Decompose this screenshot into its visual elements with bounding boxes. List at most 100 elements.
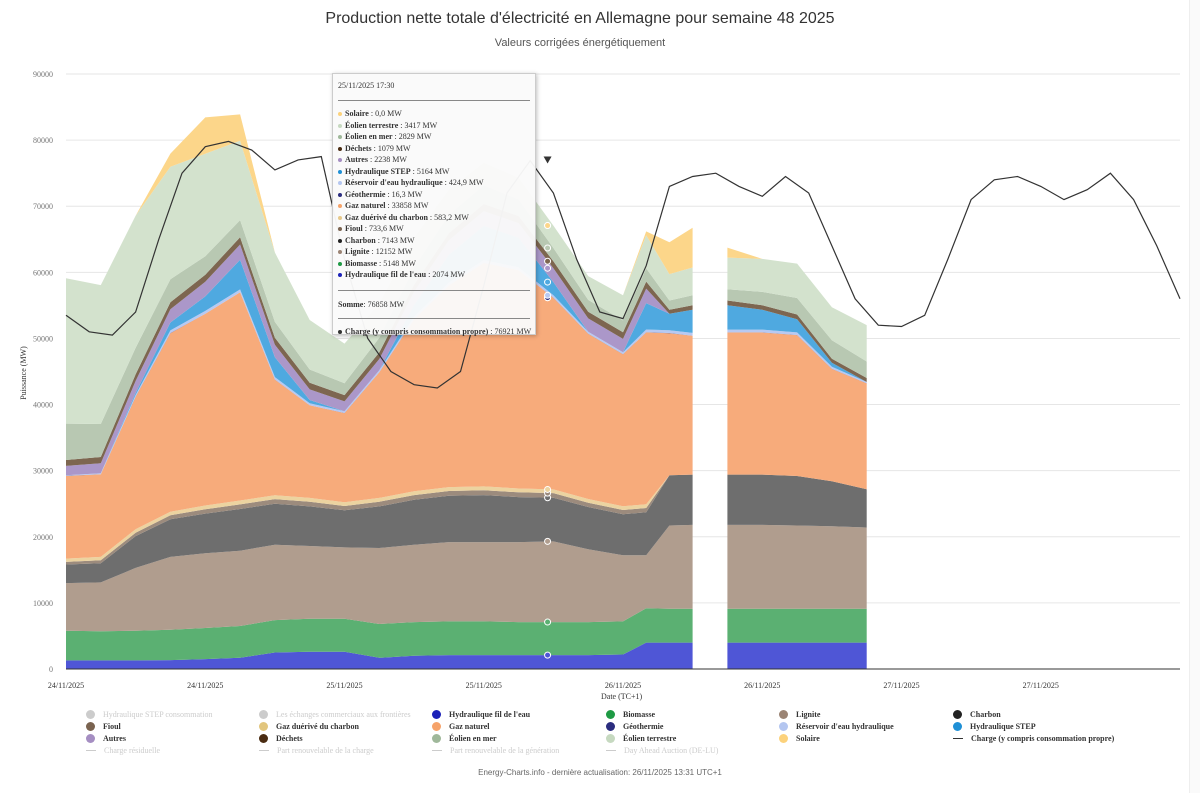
y-tick-label: 30000 <box>33 467 53 476</box>
hover-marker <box>544 244 552 252</box>
tooltip-row-value: 5148 MW <box>383 258 416 268</box>
series-dot-icon <box>338 261 342 266</box>
tooltip-row: Lignite : 12152 MW <box>338 246 530 258</box>
legend-item[interactable]: Biomasse <box>606 709 655 720</box>
tooltip-row: Fioul : 733,6 MW <box>338 223 530 235</box>
area-solaire[interactable] <box>727 247 867 326</box>
area--olien-en-mer[interactable] <box>66 185 693 461</box>
legend-line-icon <box>259 749 269 751</box>
area-hydraulique-fil-de-l-eau[interactable] <box>66 642 693 669</box>
x-tick-label: 25/11/2025 <box>466 681 502 690</box>
legend-item[interactable]: Part renouvelable de la génération <box>432 745 559 756</box>
tooltip-row-value: 33858 MW <box>391 201 429 210</box>
legend-item[interactable]: Charge résiduelle <box>86 745 160 756</box>
area-fioul[interactable] <box>66 474 693 565</box>
tooltip-divider <box>338 289 530 291</box>
legend-line-icon <box>86 749 96 751</box>
legend-dot-icon <box>432 721 441 731</box>
load-line-group[interactable] <box>65 140 1181 389</box>
tooltip-load-row: Charge (y compris consommation propre) :… <box>338 326 531 338</box>
legend-item[interactable]: Éolien en mer <box>432 733 497 744</box>
area--olien-en-mer[interactable] <box>727 289 867 378</box>
legend-item[interactable]: Hydraulique STEP consommation <box>86 709 212 720</box>
tooltip-row-label: Fioul <box>345 224 363 233</box>
legend-item[interactable]: Autres <box>86 733 126 744</box>
area-biomasse[interactable] <box>727 608 867 643</box>
area-d-chets[interactable] <box>727 300 867 383</box>
x-tick-label: 27/11/2025 <box>1023 681 1059 690</box>
area-gaz-naturel[interactable] <box>727 332 867 490</box>
legend-item[interactable]: Déchets <box>259 733 303 744</box>
legend-label: Autres <box>103 734 126 743</box>
legend-item[interactable]: Éolien terrestre <box>606 733 676 744</box>
y-tick-label: 0 <box>49 665 53 674</box>
series-dot-icon <box>338 204 342 209</box>
tooltip-row: Hydraulique fil de l'eau : 2074 MW <box>338 269 530 281</box>
hover-marker <box>544 257 552 265</box>
area-biomasse[interactable] <box>66 608 693 661</box>
legend-item[interactable]: Gaz duérivé du charbon <box>259 721 359 732</box>
legend-label: Gaz duérivé du charbon <box>276 722 359 731</box>
legend-item[interactable]: Charge (y compris consommation propre) <box>953 733 1114 744</box>
tooltip-row-value: 2829 MW <box>398 132 432 141</box>
hover-markers <box>543 156 552 659</box>
stacked-area-chart[interactable]: 0 10000 20000 30000 40000 50000 60000 70000 8000… <box>0 0 1200 705</box>
area--olien-terrestre[interactable] <box>727 257 867 362</box>
tooltip-row-label: Hydraulique fil de l'eau <box>345 270 427 279</box>
legend-item[interactable]: Réservoir d'eau hydraulique <box>779 721 894 732</box>
y-axis-title: Puissance (MW) <box>19 346 28 400</box>
x-tick-label: 27/11/2025 <box>883 681 919 690</box>
legend-item[interactable]: Hydraulique STEP <box>953 721 1036 732</box>
tooltip-row: Autres : 2238 MW <box>338 154 530 166</box>
y-tick-label: 80000 <box>33 136 53 145</box>
legend-item[interactable]: Les échanges commerciaux aux frontières <box>259 709 411 720</box>
legend-item[interactable]: Day Ahead Auction (DE-LU) <box>606 745 718 756</box>
axes: 0 10000 20000 30000 40000 50000 60000 70000 8000… <box>33 70 1180 690</box>
area-charbon[interactable] <box>727 474 867 528</box>
legend-item[interactable]: Part renouvelable de la charge <box>259 745 374 756</box>
page-scrollbar[interactable] <box>1189 0 1200 793</box>
series-dot-icon <box>338 169 342 174</box>
y-tick-label: 90000 <box>33 70 53 79</box>
area-autres[interactable] <box>66 211 693 476</box>
series-dot-icon <box>338 215 342 220</box>
series-dot-icon <box>338 112 342 117</box>
area-hydraulique-step[interactable] <box>727 305 867 382</box>
area-hydraulique-step[interactable] <box>66 225 693 476</box>
x-tick-label: 25/11/2025 <box>326 681 362 690</box>
tooltip-row: Éolien terrestre : 3417 MW <box>338 120 530 132</box>
tooltip-row-label: Gaz naturel <box>345 201 386 210</box>
legend-item[interactable]: Géothermie <box>606 721 663 732</box>
legend-label: Réservoir d'eau hydraulique <box>796 722 894 731</box>
area-hydraulique-fil-de-l-eau[interactable] <box>727 642 867 669</box>
x-tick-label: 24/11/2025 <box>187 681 223 690</box>
legend-item[interactable]: Gaz naturel <box>432 721 490 732</box>
series-dot-icon <box>338 123 342 128</box>
legend-label: Éolien en mer <box>449 734 497 743</box>
legend-label: Charbon <box>970 710 1001 719</box>
tooltip-sum-label: Somme <box>338 299 364 309</box>
hover-marker <box>544 291 552 299</box>
footer-credit: Energy-Charts.info - dernière actualisat… <box>478 768 722 777</box>
area-lignite[interactable] <box>727 524 867 609</box>
legend-item[interactable]: Lignite <box>779 709 820 720</box>
tooltip-row: Réservoir d'eau hydraulique : 424,9 MW <box>338 177 530 189</box>
legend-item[interactable]: Fioul <box>86 721 121 732</box>
series-dot-icon <box>338 181 342 186</box>
tooltip-row-label: Charbon <box>345 235 376 245</box>
legend-label: Fioul <box>103 722 121 731</box>
tooltip-row-value: 424,9 MW <box>448 178 484 187</box>
area-gaz-naturel[interactable] <box>66 263 693 559</box>
series-dot-icon <box>338 158 342 163</box>
legend-label: Charge résiduelle <box>104 746 161 755</box>
legend-item[interactable]: Solaire <box>779 733 820 744</box>
tooltip-row-label: Biomasse <box>345 258 377 268</box>
legend-line-icon <box>606 749 616 751</box>
area-charbon[interactable] <box>66 474 693 584</box>
tooltip-row-value: 16,3 MW <box>391 189 423 199</box>
tooltip-row-label: Déchets <box>345 143 372 153</box>
area-lignite[interactable] <box>66 524 693 632</box>
load-line[interactable] <box>65 140 1181 389</box>
legend-item[interactable]: Hydraulique fil de l'eau <box>432 709 530 720</box>
legend-item[interactable]: Charbon <box>953 709 1001 720</box>
